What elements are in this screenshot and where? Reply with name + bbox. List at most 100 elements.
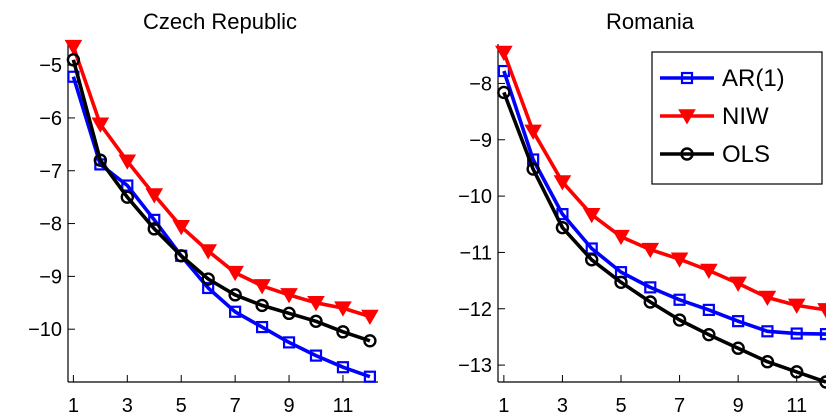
point-ols [309,314,323,328]
point-ols [790,365,804,379]
point-ar-1 [202,281,215,295]
point-ols [585,253,599,267]
panel-romania: Romania −8 −9 −10 −11 −12 −13 1 3 5 7 9 11 [458,9,826,417]
point-niw [199,244,217,260]
y-tick-label: −11 [460,242,492,264]
series-group-romania [495,45,826,389]
y-tick-label: −7 [39,161,62,183]
point-ols [702,327,716,342]
x-tick-label: 1 [498,395,509,417]
y-tick-label: −5 [39,55,62,77]
x-tick-label: 3 [557,395,568,417]
point-ar-1 [732,315,745,328]
point-ar-1 [819,328,826,341]
point-ar-1 [148,213,161,226]
y-tick-label: −12 [458,299,492,321]
y-tick-label: −8 [469,73,492,95]
legend-marker-niw [678,109,696,125]
x-tick-label: 11 [786,395,807,417]
point-niw [361,309,379,326]
y-tick-label: −6 [39,108,62,130]
point-niw [524,124,542,140]
point-niw [553,175,572,191]
point-ols [643,295,657,309]
point-ar-1 [363,370,377,383]
x-tick-label: 5 [176,395,187,417]
panel-czech-republic: Czech Republic −5 −6 −7 −8 −9 −10 1 3 5 7 9 11 [28,9,379,417]
y-tick-label: −8 [39,214,62,236]
point-ols [147,222,161,236]
x-tick-label: 1 [68,395,79,417]
x-tick-label: 5 [615,395,626,417]
point-niw [729,276,747,292]
point-ols [228,288,242,302]
point-ar-1 [255,320,269,334]
chart-title-romania: Romania [606,9,695,34]
series-line-ar-1 [71,76,371,379]
point-ar-1 [309,349,323,362]
x-tick-label: 7 [674,395,685,417]
point-ols [255,298,269,313]
chart-title-czech-republic: Czech Republic [143,9,297,34]
y-tick-label: −13 [458,355,492,377]
point-ols [555,220,570,235]
point-ols [174,249,188,263]
y-tick-label: −9 [469,130,492,152]
legend-label-ar-1: AR(1) [722,65,785,92]
point-ols [760,355,775,369]
point-ols [497,85,511,100]
y-tick-label: −9 [39,266,62,288]
point-niw [641,242,660,259]
point-niw [172,219,191,236]
legend-marker-ar-1 [680,71,694,85]
point-ar-1 [282,336,296,349]
point-ar-1 [336,361,350,374]
point-niw [495,45,513,61]
point-niw [226,265,244,282]
point-ols [93,153,108,167]
x-tick-label: 11 [333,395,354,417]
legend-box [651,51,823,185]
x-tick-label: 9 [283,395,294,417]
point-ar-1 [702,303,715,316]
legend-label-ols: OLS [722,141,770,168]
point-niw [145,188,164,204]
plot-area-romania: −8 −9 −10 −11 −12 −13 1 3 5 7 9 11 [458,44,826,417]
point-ar-1 [761,325,774,338]
point-niw [670,252,689,268]
legend: AR(1) NIW OLS [651,51,823,185]
point-niw [817,303,826,319]
point-niw [280,288,298,304]
point-niw [64,39,83,56]
point-ar-1 [644,281,657,294]
point-ols [66,53,81,67]
point-ols [120,190,135,204]
point-niw [787,298,806,314]
point-niw [700,263,718,279]
point-ar-1 [229,305,242,318]
point-ols [819,375,826,389]
point-niw [612,229,630,246]
series-line-niw [502,51,826,312]
point-ols [731,341,745,355]
y-tick-label: −10 [28,319,62,341]
point-ols [672,313,687,327]
point-ols [526,162,540,176]
y-tick-label: −10 [458,186,492,208]
legend-label-niw: NIW [722,103,769,130]
legend-marker-ols [680,147,694,161]
point-niw [334,301,352,317]
point-ar-1 [673,293,686,306]
point-niw [758,290,777,307]
point-ols [363,334,377,348]
x-tick-label: 7 [230,395,241,417]
point-niw [91,117,110,133]
point-ols [336,325,350,339]
x-tick-label: 3 [122,395,133,417]
series-group-czech-republic [64,39,379,383]
point-niw [307,296,325,312]
point-niw [582,207,601,224]
point-niw [118,154,137,170]
point-ols [282,306,296,321]
